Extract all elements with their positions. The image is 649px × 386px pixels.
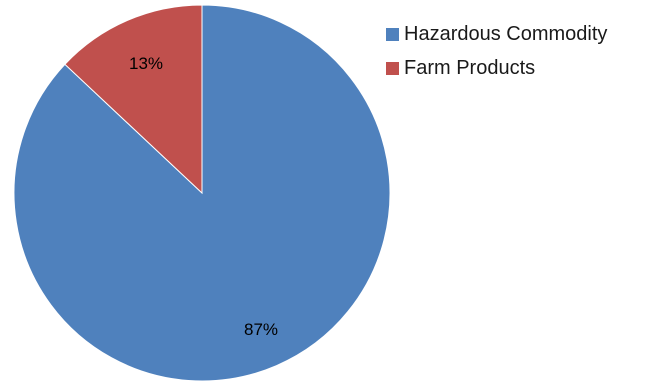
pie-slice-farm-products (64, 4, 203, 195)
legend-swatch-hazardous-commodity (386, 27, 399, 41)
chart-legend: Hazardous Commodity Farm Products (386, 22, 608, 92)
legend-item-hazardous-commodity: Hazardous Commodity (386, 22, 608, 45)
legend-label-hazardous-commodity: Hazardous Commodity (404, 22, 608, 45)
data-label-hazardous-commodity: 87% (244, 320, 278, 339)
data-label-farm-products: 13% (129, 54, 163, 73)
legend-label-farm-products: Farm Products (404, 56, 536, 79)
legend-swatch-farm-products (386, 61, 399, 75)
legend-item-farm-products: Farm Products (386, 56, 607, 79)
